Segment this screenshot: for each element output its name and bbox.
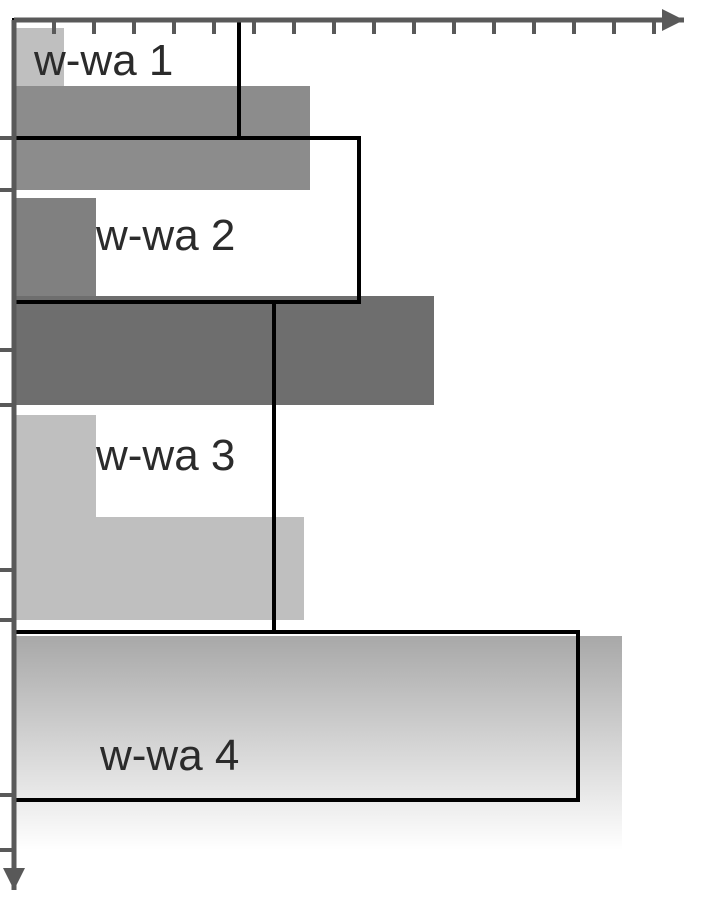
label-w-wa-4: w-wa 4 (99, 731, 239, 780)
bar-w-wa-1-1 (14, 86, 310, 138)
bar-w-wa-3-0 (14, 415, 96, 517)
label-w-wa-3: w-wa 3 (95, 431, 235, 480)
bar-w-wa-2-0 (14, 198, 96, 296)
bar-w-wa-3-1 (14, 517, 304, 570)
bar-w-wa-1-2 (14, 138, 310, 190)
label-w-wa-2: w-wa 2 (95, 211, 235, 260)
y-axis-arrowhead-icon (3, 868, 25, 890)
bar-w-wa-2-1 (14, 296, 434, 350)
bar-w-wa-2-2 (14, 350, 434, 405)
layered-diagram: w-wa 1 w-wa 2 w-wa 3 w-wa 4 (0, 0, 707, 903)
bar-w-wa-3-2 (14, 570, 304, 620)
x-axis-arrowhead-icon (662, 9, 684, 31)
label-w-wa-1: w-wa 1 (33, 36, 173, 85)
